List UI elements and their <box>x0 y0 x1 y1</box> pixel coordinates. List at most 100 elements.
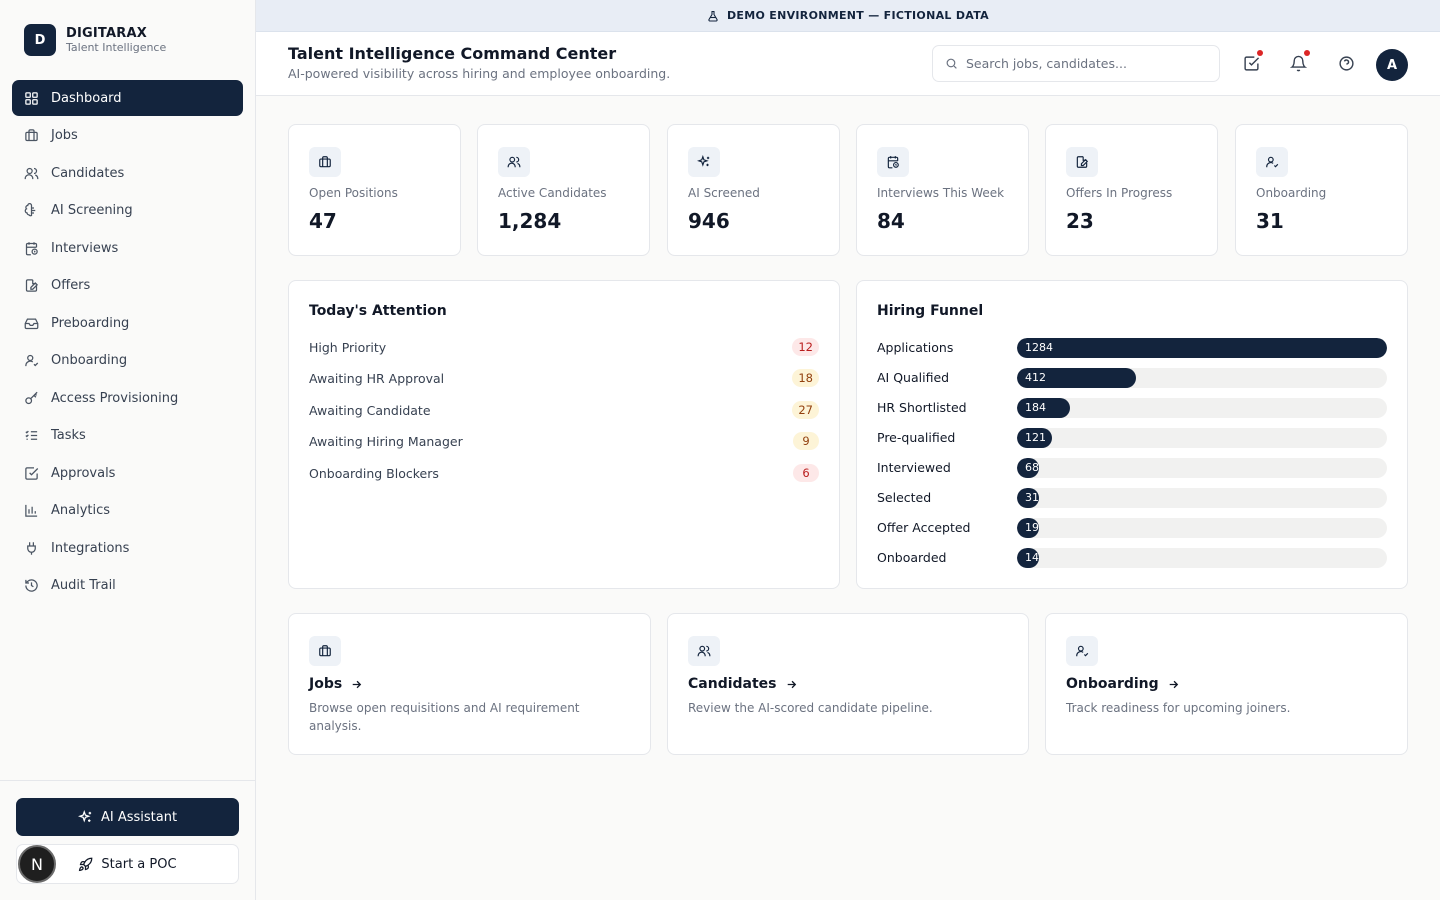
check-square-icon <box>24 466 39 481</box>
funnel-row: Selected 31 <box>877 488 1387 508</box>
sparkles-icon <box>688 147 720 177</box>
avatar[interactable]: A <box>1376 49 1408 81</box>
count-badge: 9 <box>793 432 819 450</box>
sidebar-item-offers[interactable]: Offers <box>12 268 243 304</box>
attention-item-awaiting-hiring-manager[interactable]: Awaiting Hiring Manager 9 <box>309 431 819 451</box>
stats-row: Open Positions 47 Active Candidates 1,28… <box>288 124 1408 256</box>
sidebar-item-label: Interviews <box>51 240 119 256</box>
sidebar-item-candidates[interactable]: Candidates <box>12 155 243 191</box>
help-circle-icon <box>1338 55 1355 72</box>
rocket-icon <box>78 857 93 872</box>
sidebar-item-label: Offers <box>51 278 91 293</box>
stat-label: Onboarding <box>1256 186 1327 200</box>
funnel-value: 412 <box>1025 371 1046 384</box>
sidebar-item-tasks[interactable]: Tasks <box>12 418 243 454</box>
page-header: Talent Intelligence Command Center AI-po… <box>256 32 1440 96</box>
quick-link-description: Track readiness for upcoming joiners. <box>1066 701 1291 715</box>
funnel-row: Applications 1284 <box>877 338 1387 358</box>
demo-banner-text: DEMO ENVIRONMENT — FICTIONAL DATA <box>727 9 989 22</box>
quick-link-title: Jobs <box>309 676 363 692</box>
sidebar-item-label: Tasks <box>51 428 86 443</box>
stat-card-active-candidates[interactable]: Active Candidates 1,284 <box>477 124 650 256</box>
quick-link-onboarding[interactable]: Onboarding Track readiness for upcoming … <box>1045 613 1408 755</box>
funnel-stage-label: Interviewed <box>877 460 951 475</box>
help-button[interactable] <box>1335 52 1357 74</box>
funnel-track: 121 <box>1017 428 1387 448</box>
users-icon <box>498 147 530 177</box>
quick-link-jobs[interactable]: Jobs Browse open requisitions and AI req… <box>288 613 651 755</box>
start-poc-button[interactable]: Start a POC <box>16 844 239 884</box>
stat-label: AI Screened <box>688 186 760 200</box>
funnel-track: 19 <box>1017 518 1387 538</box>
sidebar-footer: AI Assistant Start a POC N <box>0 780 255 900</box>
attention-item-awaiting-hr-approval[interactable]: Awaiting HR Approval 18 <box>309 368 819 388</box>
stat-label: Interviews This Week <box>877 186 1005 200</box>
search-input[interactable] <box>966 56 1206 71</box>
stat-card-offers-in-progress[interactable]: Offers In Progress 23 <box>1045 124 1218 256</box>
sidebar-item-label: Preboarding <box>51 315 130 331</box>
sidebar-item-preboarding[interactable]: Preboarding <box>12 305 243 341</box>
file-signature-icon <box>1066 147 1098 177</box>
funnel-track: 14 <box>1017 548 1387 568</box>
dev-tools-badge[interactable]: N <box>18 845 56 883</box>
file-signature-icon <box>24 278 39 293</box>
stat-card-ai-screened[interactable]: AI Screened 946 <box>667 124 840 256</box>
notifications-button[interactable] <box>1287 50 1310 74</box>
funnel-value: 184 <box>1025 401 1046 414</box>
page-title: Talent Intelligence Command Center <box>288 44 617 63</box>
demo-banner: DEMO ENVIRONMENT — FICTIONAL DATA <box>256 0 1440 32</box>
sidebar: D DIGITARAX Talent Intelligence Dashboar… <box>0 0 256 900</box>
funnel-bar <box>1017 458 1039 478</box>
attention-item-onboarding-blockers[interactable]: Onboarding Blockers 6 <box>309 463 819 483</box>
attention-label: High Priority <box>309 339 387 355</box>
page-subtitle: AI-powered visibility across hiring and … <box>288 66 671 81</box>
funnel-stage-label: AI Qualified <box>877 370 950 385</box>
attention-item-awaiting-candidate[interactable]: Awaiting Candidate 27 <box>309 400 819 420</box>
briefcase-icon <box>24 128 39 143</box>
ai-assistant-button[interactable]: AI Assistant <box>16 798 239 836</box>
stat-value: 47 <box>309 209 337 233</box>
sidebar-item-dashboard[interactable]: Dashboard <box>12 80 243 116</box>
panel-title: Hiring Funnel <box>877 303 984 319</box>
stat-card-onboarding[interactable]: Onboarding 31 <box>1235 124 1408 256</box>
stat-value: 946 <box>688 209 730 233</box>
sidebar-nav: Dashboard Jobs Candidates AI Screening I… <box>12 80 243 605</box>
quick-link-candidates[interactable]: Candidates Review the AI-scored candidat… <box>667 613 1029 755</box>
brand[interactable]: D DIGITARAX Talent Intelligence <box>24 24 166 56</box>
sidebar-item-ai-screening[interactable]: AI Screening <box>12 193 243 229</box>
sidebar-item-label: Approvals <box>51 465 116 481</box>
funnel-track: 184 <box>1017 398 1387 418</box>
brand-subtitle: Talent Intelligence <box>66 41 167 54</box>
arrow-right-icon <box>350 678 363 691</box>
sidebar-item-label: Dashboard <box>51 90 122 106</box>
sidebar-item-approvals[interactable]: Approvals <box>12 455 243 491</box>
funnel-stage-label: Pre-qualified <box>877 430 956 445</box>
stat-card-interviews-this-week[interactable]: Interviews This Week 84 <box>856 124 1029 256</box>
sidebar-item-interviews[interactable]: Interviews <box>12 230 243 266</box>
users-icon <box>24 166 39 181</box>
inbox-icon <box>24 316 39 331</box>
tasks-notification-button[interactable] <box>1240 50 1263 74</box>
brain-icon <box>24 203 39 218</box>
funnel-value: 14 <box>1025 551 1039 564</box>
funnel-bar <box>1017 428 1052 448</box>
stat-value: 31 <box>1256 209 1284 233</box>
sidebar-item-access-provisioning[interactable]: Access Provisioning <box>12 380 243 416</box>
sidebar-item-audit-trail[interactable]: Audit Trail <box>12 568 243 604</box>
funnel-stage-label: Applications <box>877 340 954 355</box>
stat-value: 23 <box>1066 209 1094 233</box>
funnel-value: 1284 <box>1025 341 1053 354</box>
sidebar-item-onboarding[interactable]: Onboarding <box>12 343 243 379</box>
sidebar-item-integrations[interactable]: Integrations <box>12 530 243 566</box>
sidebar-item-jobs[interactable]: Jobs <box>12 118 243 154</box>
stat-card-open-positions[interactable]: Open Positions 47 <box>288 124 461 256</box>
quick-link-description: Review the AI-scored candidate pipeline. <box>688 701 933 715</box>
attention-label: Awaiting Hiring Manager <box>309 433 463 449</box>
search-box[interactable] <box>932 45 1220 82</box>
sidebar-item-label: Integrations <box>51 540 130 556</box>
attention-item-high-priority[interactable]: High Priority 12 <box>309 337 819 357</box>
briefcase-icon <box>309 147 341 177</box>
count-badge: 18 <box>792 369 819 387</box>
user-check-icon <box>1256 147 1288 177</box>
sidebar-item-analytics[interactable]: Analytics <box>12 493 243 529</box>
